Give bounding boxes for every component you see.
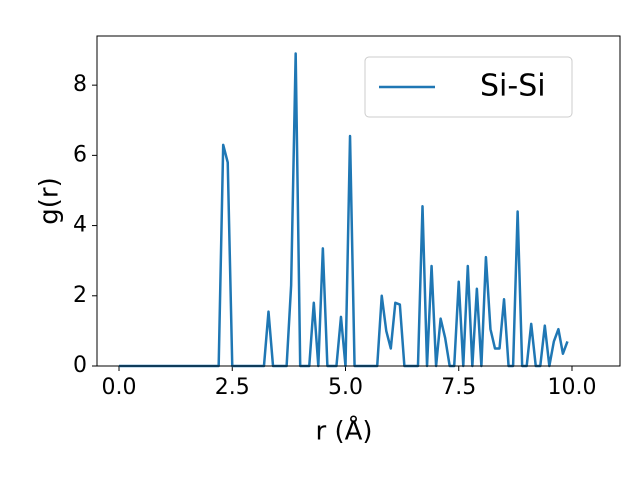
- x-axis-label: r (Å): [315, 415, 372, 447]
- x-tick-label: 0.0: [102, 375, 137, 400]
- y-axis-label: g(r): [35, 177, 65, 224]
- legend-label: Si-Si: [480, 69, 546, 104]
- plot-frame: [96, 35, 621, 367]
- y-tick-label: 8: [73, 72, 87, 97]
- legend-box: [364, 56, 573, 118]
- y-tick-label: 6: [73, 142, 87, 167]
- x-tick-label: 7.5: [441, 375, 476, 400]
- y-tick-label: 0: [73, 353, 87, 378]
- y-tick-label: 4: [73, 213, 87, 238]
- x-tick-label: 5.0: [328, 375, 363, 400]
- y-tick-label: 2: [73, 283, 87, 308]
- x-tick-label: 10.0: [547, 375, 596, 400]
- x-tick-label: 2.5: [215, 375, 250, 400]
